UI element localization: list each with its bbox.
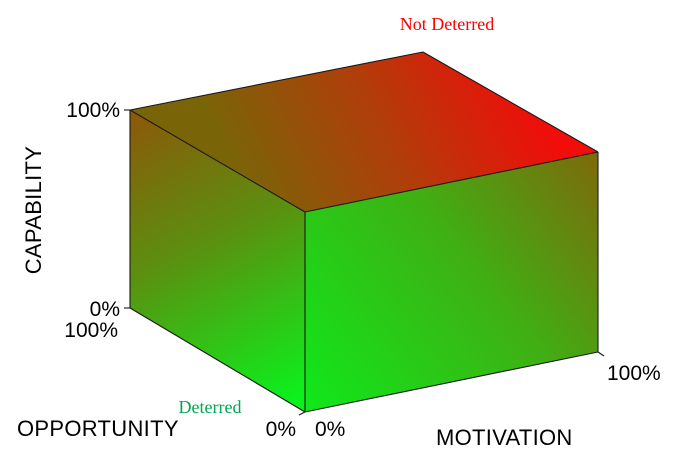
not-deterred-label: Not Deterred <box>400 14 494 34</box>
capability-axis-title: CAPABILITY <box>21 146 46 275</box>
capability-min-label: 0% <box>90 298 120 321</box>
motivation-axis-title: MOTIVATION <box>436 425 573 450</box>
cube-right-face <box>305 152 598 412</box>
opportunity-max-label: 100% <box>64 319 118 342</box>
opportunity-min-label: 0% <box>266 418 296 441</box>
capability-max-label: 100% <box>66 99 120 122</box>
cube-edges <box>129 51 599 413</box>
deterred-label: Deterred <box>179 397 242 417</box>
axis-ticks <box>124 109 605 416</box>
cube-left-face <box>130 110 305 412</box>
motivation-min-label: 0% <box>315 418 345 441</box>
motivation-max-label: 100% <box>607 362 661 385</box>
cube-top-face <box>130 52 598 212</box>
opportunity-axis-title: OPPORTUNITY <box>17 416 179 441</box>
